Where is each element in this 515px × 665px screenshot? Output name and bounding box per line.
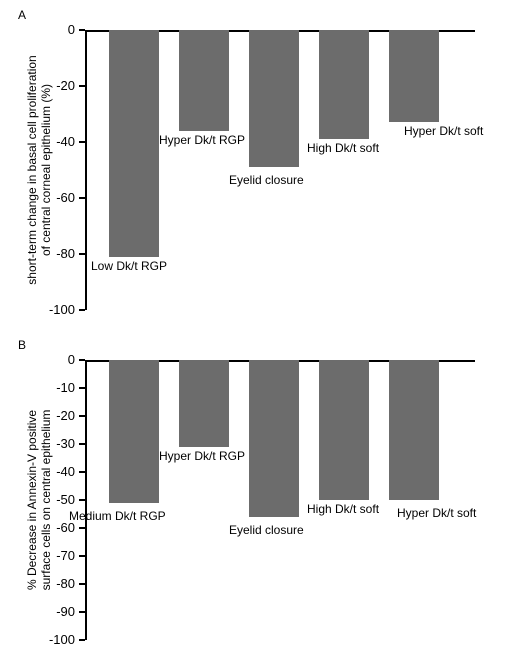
y-tick [79,499,85,501]
y-tick-label: -40 [39,134,75,149]
y-tick [79,85,85,87]
y-axis-label: short-term change in basal cell prolifer… [25,30,53,310]
y-tick [79,527,85,529]
y-tick-label: 0 [39,22,75,37]
bar-label: Eyelid closure [229,523,304,537]
bar [319,360,369,500]
y-tick [79,29,85,31]
y-tick [79,443,85,445]
y-tick [79,387,85,389]
y-tick-label: -20 [39,78,75,93]
y-tick-label: -100 [39,302,75,317]
y-tick-label: -50 [39,492,75,507]
bar [109,360,159,503]
y-tick-label: -30 [39,436,75,451]
y-tick-label: 0 [39,352,75,367]
y-tick [79,555,85,557]
bar-label: Hyper Dk/t soft [404,124,483,138]
bar [109,30,159,257]
y-tick [79,611,85,613]
y-tick-label: -90 [39,604,75,619]
bar [389,30,439,122]
y-tick-label: -40 [39,464,75,479]
y-tick [79,141,85,143]
bar-label: Eyelid closure [229,173,304,187]
bar [179,30,229,131]
bar-label: Medium Dk/t RGP [69,509,166,523]
y-tick-label: -10 [39,380,75,395]
bar [249,360,299,517]
plot-area: 0-20-40-60-80-100Low Dk/t RGPHyper Dk/t … [85,30,475,310]
y-tick [79,471,85,473]
panel-label: A [18,8,26,22]
bar-label: High Dk/t soft [307,502,379,516]
y-tick [79,309,85,311]
plot-area: 0-10-20-30-40-50-60-70-80-90-100Medium D… [85,360,475,640]
bar-label: Low Dk/t RGP [91,259,167,273]
bar [319,30,369,139]
y-tick [79,415,85,417]
y-axis-line [85,30,87,310]
y-axis-line [85,360,87,640]
y-tick [79,359,85,361]
y-tick [79,583,85,585]
bar-label: Hyper Dk/t RGP [159,449,245,463]
bar-label: High Dk/t soft [307,141,379,155]
y-tick-label: -20 [39,408,75,423]
y-tick-label: -70 [39,548,75,563]
bar-label: Hyper Dk/t soft [397,506,476,520]
bar [179,360,229,447]
y-tick-label: -80 [39,246,75,261]
y-tick [79,197,85,199]
y-tick-label: -100 [39,632,75,647]
bar [389,360,439,500]
y-tick-label: -60 [39,190,75,205]
panel-label: B [18,338,26,352]
y-tick [79,639,85,641]
y-tick-label: -80 [39,576,75,591]
bar [249,30,299,167]
y-tick [79,253,85,255]
bar-label: Hyper Dk/t RGP [159,133,245,147]
